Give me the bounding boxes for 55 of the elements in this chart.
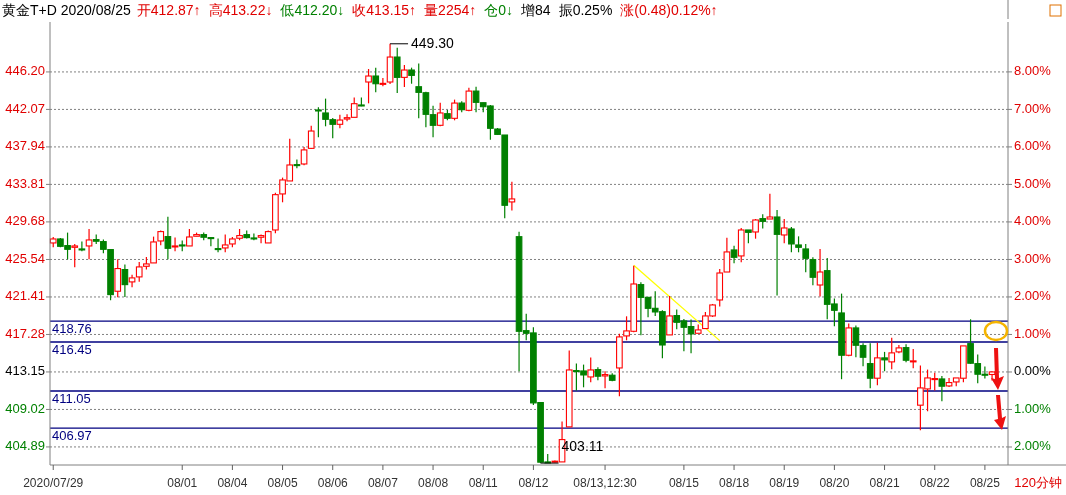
header-item: 仓0↓ xyxy=(484,1,514,18)
title: 黄金T+D 2020/08/25 xyxy=(2,1,131,18)
y2-tick-label: 5.00% xyxy=(1014,175,1051,191)
y-tick-label: 425.54 xyxy=(5,250,45,266)
x-tick-label: 08/18 xyxy=(719,476,750,491)
x-tick-label: 08/07 xyxy=(367,476,398,491)
max-label: 449.30 xyxy=(411,35,454,52)
x-tick-label: 08/25 xyxy=(969,476,1000,491)
y2-tick-label: 3.00% xyxy=(1014,250,1051,266)
y-tick-label: 429.68 xyxy=(5,213,45,229)
y2-tick-label: 8.00% xyxy=(1014,63,1051,79)
y-tick-label: 417.28 xyxy=(5,325,45,341)
header-item: 收413.15↑ xyxy=(352,1,417,18)
x-tick-label: 08/06 xyxy=(317,476,348,491)
ref-line-label: 406.97 xyxy=(52,428,92,444)
header-item: 涨(0.48)0.12%↑ xyxy=(620,1,718,18)
y2-tick-label: 2.00% xyxy=(1014,438,1051,454)
x-tick-label: 08/04 xyxy=(217,476,248,491)
x-tick-label: 08/08 xyxy=(418,476,449,491)
header-item: 振0.25% xyxy=(558,1,613,18)
x-tick-label: 08/05 xyxy=(267,476,298,491)
x-label: 120分钟 xyxy=(1014,475,1062,491)
y2-tick-label: 2.00% xyxy=(1014,288,1051,304)
y2-tick-label: 6.00% xyxy=(1014,138,1051,154)
y-tick-label: 421.41 xyxy=(5,288,45,304)
y2-tick-label: 1.00% xyxy=(1014,400,1051,416)
ref-line-label: 411.05 xyxy=(52,391,91,407)
header-item: 开412.87↑ xyxy=(136,1,201,18)
x-tick-label: 08/21 xyxy=(869,476,900,491)
header-item: 低412.20↓ xyxy=(280,1,345,18)
y2-tick-label: 0.00% xyxy=(1014,363,1051,379)
y-tick-label: 442.07 xyxy=(5,100,45,116)
y-tick-label: 446.20 xyxy=(5,63,45,79)
y2-tick-label: 4.00% xyxy=(1014,213,1051,229)
x-tick-label: 08/11 xyxy=(468,476,498,491)
header-item: 高413.22↓ xyxy=(208,1,273,18)
x-tick-label: 08/01 xyxy=(167,476,198,491)
x-tick-label: 08/19 xyxy=(769,476,800,491)
y-tick-label: 409.02 xyxy=(5,400,45,416)
y-tick-label: 437.94 xyxy=(5,138,45,154)
x-tick-label: 08/15 xyxy=(668,476,699,491)
ref-line-label: 418.76 xyxy=(52,321,92,337)
y2-tick-label: 7.00% xyxy=(1014,100,1051,116)
x-tick-label: 08/22 xyxy=(919,476,950,491)
header-item: 增84 xyxy=(521,1,551,18)
x-tick-label: 2020/07/29 xyxy=(23,476,84,491)
x-tick-label: 08/20 xyxy=(819,476,850,491)
y2-tick-label: 1.00% xyxy=(1014,325,1051,341)
x-tick-label: 08/13,12:30 xyxy=(573,476,637,491)
y-tick-label: 433.81 xyxy=(5,175,45,191)
ref-line-label: 416.45 xyxy=(52,342,92,358)
header-item: 量2254↑ xyxy=(424,1,477,18)
x-tick-label: 08/12 xyxy=(518,476,549,491)
y-tick-label: 404.89 xyxy=(5,438,45,454)
y-tick-label: 413.15 xyxy=(5,363,45,379)
